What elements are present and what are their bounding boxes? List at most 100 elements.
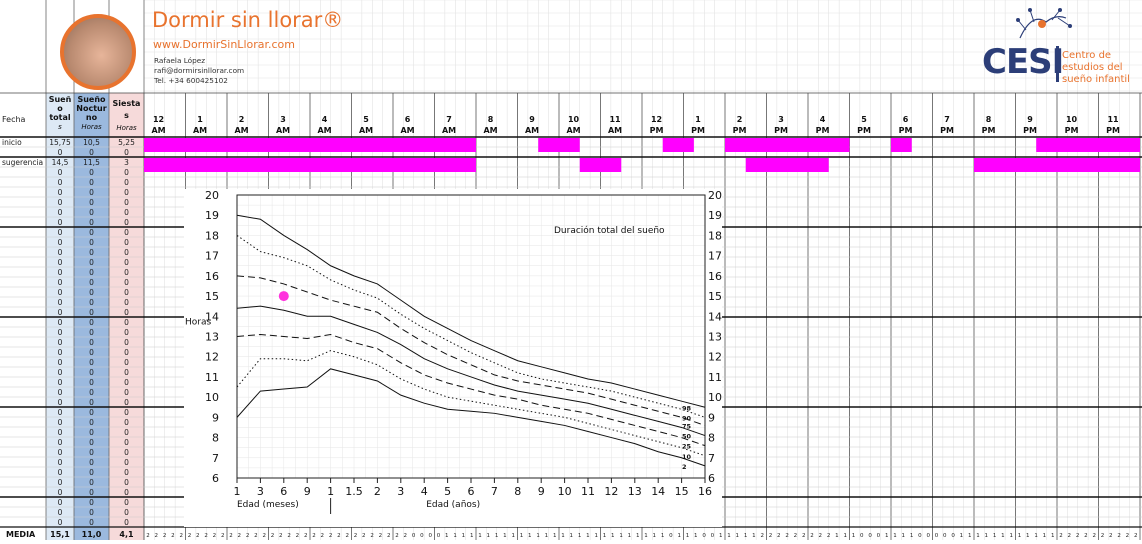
header-siesta-line: s (124, 111, 129, 120)
row-total: 0 (58, 378, 63, 387)
row-total: 0 (58, 388, 63, 397)
footer-hour-count: 2 (802, 533, 806, 539)
brand-website[interactable]: www.DormirSinLlorar.com (153, 38, 295, 51)
row-siesta: 0 (124, 258, 129, 267)
header-nocturno-line: Noctur (76, 104, 106, 113)
hour-ampm: AM (193, 126, 207, 135)
row-nocturno: 0 (89, 348, 94, 357)
row-nocturno: 11,5 (83, 158, 100, 167)
org-line-2: estudios del (1062, 62, 1123, 73)
x-tick-label: 13 (628, 485, 642, 498)
row-siesta: 0 (124, 328, 129, 337)
baby-photo-logo (60, 14, 136, 90)
footer-hour-count: 2 (304, 533, 308, 539)
table-footer: MEDIA 15,1 11,0 4,1 2 2 2 2 2 2 2 2 2 2 2 2 2 2 2 2 2 2 2 2 2 2 2 2… (6, 530, 1137, 539)
footer-hour-count: 0 (860, 533, 864, 539)
footer-hour-count: 1 (586, 533, 590, 539)
row-nocturno: 0 (89, 488, 94, 497)
y-tick-label-left: 8 (212, 432, 219, 445)
footer-hour-count: 2 (370, 533, 374, 539)
hour-number: 8 (986, 115, 992, 124)
footer-hour-count: 1 (511, 533, 515, 539)
x-tick-label: 1 (234, 485, 241, 498)
row-total: 0 (58, 188, 63, 197)
y-tick-label-right: 13 (708, 331, 722, 344)
hour-ampm: AM (566, 126, 580, 135)
row-nocturno: 0 (89, 258, 94, 267)
footer-hour-count: 0 (669, 533, 673, 539)
series-line-p75 (236, 275, 706, 426)
row-siesta: 0 (124, 438, 129, 447)
hour-ampm: PM (857, 126, 871, 135)
footer-label: MEDIA (6, 530, 36, 539)
row-total: 0 (58, 168, 63, 177)
x-label-years: Edad (años) (426, 500, 480, 510)
footer-hour-count: 2 (337, 533, 341, 539)
footer-hour-count: 2 (810, 533, 814, 539)
hour-number: 4 (322, 115, 328, 124)
contact-phone: Tel. +34 600425102 (154, 76, 228, 85)
hour-number: 3 (778, 115, 784, 124)
row-nocturno: 0 (89, 338, 94, 347)
footer-hour-count: 2 (1117, 533, 1121, 539)
row-nocturno: 0 (89, 148, 94, 157)
chart-background (184, 189, 722, 527)
footer-hour-count: 1 (1034, 533, 1038, 539)
row-total: 0 (58, 268, 63, 277)
row-siesta: 0 (124, 498, 129, 507)
row-siesta: 0 (124, 288, 129, 297)
series-label-p98: 98 (682, 404, 692, 412)
series-label-p10: 10 (682, 453, 692, 461)
row-siesta: 0 (124, 198, 129, 207)
row-siesta: 0 (124, 208, 129, 217)
y-tick-label-right: 7 (708, 452, 715, 465)
hour-number: 9 (529, 115, 535, 124)
footer-hour-count: 0 (412, 533, 416, 539)
hour-number: 2 (239, 115, 245, 124)
row-total: 0 (58, 258, 63, 267)
row-nocturno: 0 (89, 368, 94, 377)
series-label-p50: 50 (682, 433, 692, 441)
y-axis-label: Horas (185, 317, 211, 327)
footer-hour-count: 2 (345, 533, 349, 539)
footer-hour-count: 0 (437, 533, 441, 539)
row-nocturno: 0 (89, 478, 94, 487)
header-nocturno-line: Sueño (77, 95, 106, 104)
footer-hour-count: 2 (1126, 533, 1130, 539)
footer-hour-count: 1 (976, 533, 980, 539)
footer-hour-count: 2 (221, 533, 225, 539)
sleep-bars (144, 138, 1140, 172)
row-nocturno: 0 (89, 388, 94, 397)
row-siesta: 0 (124, 398, 129, 407)
row-nocturno: 0 (89, 208, 94, 217)
row-total: 0 (58, 368, 63, 377)
row-total: 0 (58, 228, 63, 237)
sleep-bar (891, 138, 912, 152)
row-nocturno: 0 (89, 378, 94, 387)
sleep-bar (144, 138, 476, 152)
row-total: 0 (58, 488, 63, 497)
footer-hour-count: 2 (1092, 533, 1096, 539)
y-tick-label-left: 11 (205, 371, 219, 384)
hour-ampm: AM (234, 126, 248, 135)
x-tick-label: 12 (604, 485, 618, 498)
footer-hour-count: 2 (271, 533, 275, 539)
x-tick-label: 6 (468, 485, 475, 498)
row-nocturno: 0 (89, 418, 94, 427)
footer-hour-count: 1 (727, 533, 731, 539)
header-nocturno-line: Horas (81, 123, 102, 131)
footer-hour-count: 1 (619, 533, 623, 539)
x-tick-label: 10 (558, 485, 572, 498)
footer-siesta: 4,1 (119, 530, 134, 539)
footer-hour-count: 2 (279, 533, 283, 539)
footer-hour-count: 2 (362, 533, 366, 539)
footer-hour-count: 1 (1051, 533, 1055, 539)
footer-hour-count: 2 (1101, 533, 1105, 539)
row-nocturno: 0 (89, 458, 94, 467)
sleep-bar (579, 158, 622, 172)
hour-number: 10 (1066, 115, 1078, 124)
row-nocturno: 0 (89, 428, 94, 437)
row-siesta: 0 (124, 508, 129, 517)
hour-number: 6 (903, 115, 909, 124)
footer-hour-count: 1 (993, 533, 997, 539)
